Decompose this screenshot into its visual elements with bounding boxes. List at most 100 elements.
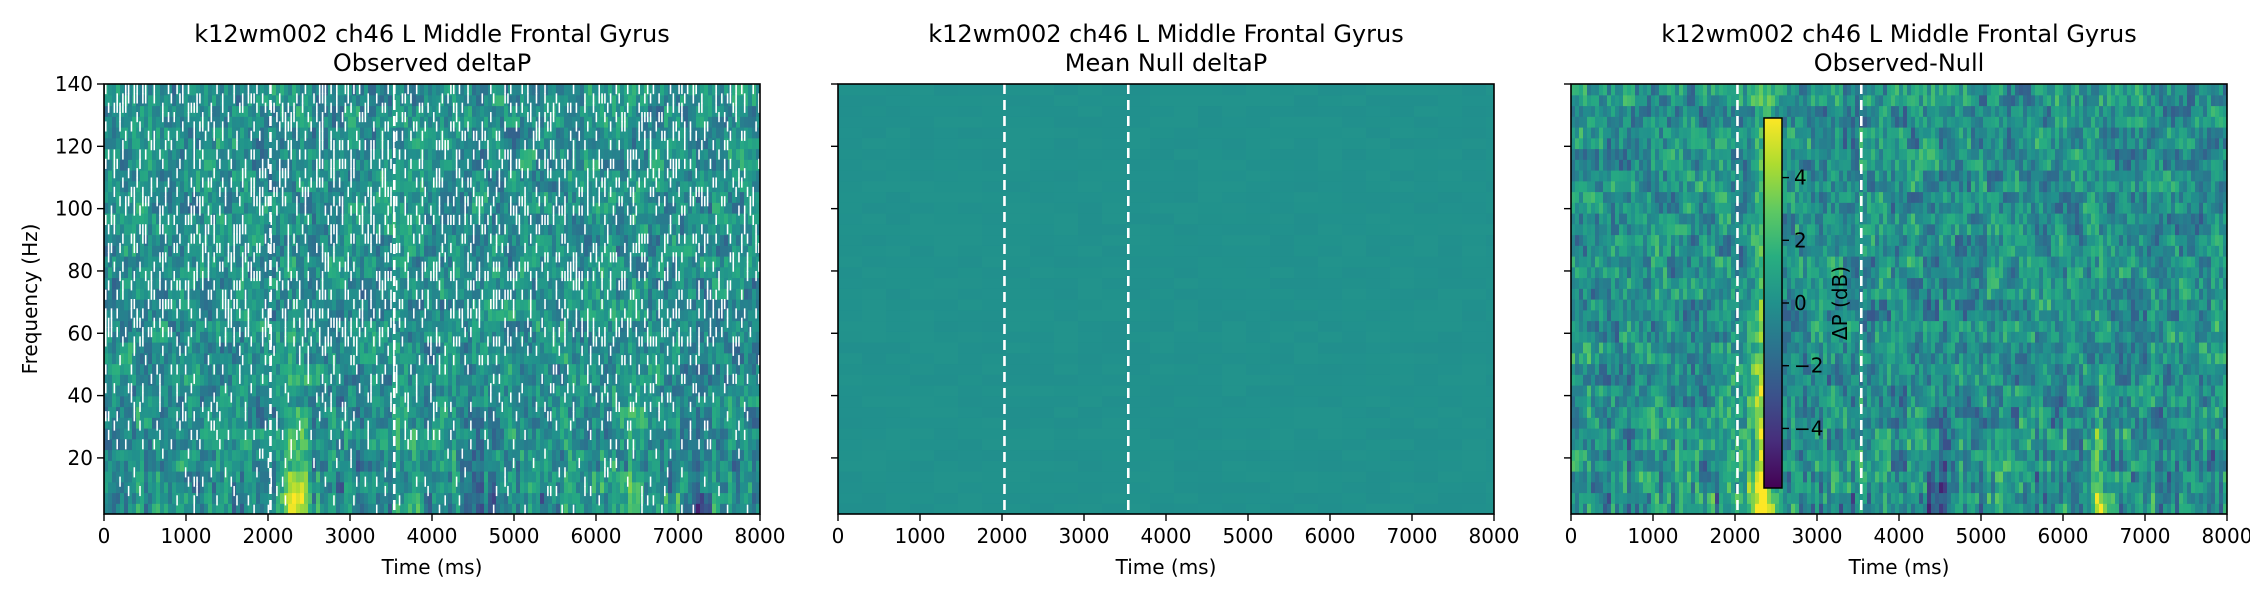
heatmap-cell <box>356 245 361 257</box>
heatmap-cell <box>240 460 245 472</box>
heatmap-cell <box>420 277 425 289</box>
heatmap-cell <box>444 234 449 246</box>
heatmap-cell <box>452 406 457 418</box>
heatmap-cell <box>528 180 533 193</box>
heatmap-cell <box>536 213 541 225</box>
heatmap-cell <box>320 460 325 472</box>
heatmap-cell <box>496 438 501 451</box>
heatmap-cell <box>316 471 321 483</box>
heatmap-cell <box>572 127 577 139</box>
heatmap-cell <box>304 428 309 440</box>
heatmap-cell <box>576 481 581 494</box>
heatmap-cell <box>312 395 317 408</box>
heatmap-cell <box>200 374 205 386</box>
heatmap-cell <box>408 503 413 514</box>
heatmap-cell <box>344 266 349 279</box>
heatmap-cell <box>480 449 485 461</box>
heatmap-cell <box>592 191 597 203</box>
heatmap-cell <box>404 277 409 289</box>
heatmap-cell <box>584 406 589 418</box>
heatmap-cell <box>476 159 481 171</box>
heatmap-cell <box>576 170 581 182</box>
heatmap-cell <box>568 395 573 408</box>
heatmap-cell <box>440 299 445 311</box>
heatmap-cell <box>208 481 213 494</box>
heatmap-cell <box>268 363 273 375</box>
heatmap-cell <box>528 223 533 236</box>
heatmap-cell <box>380 234 385 246</box>
heatmap-cell <box>352 116 357 128</box>
heatmap-cell <box>532 363 537 375</box>
heatmap-cell <box>552 352 557 365</box>
heatmap-cell <box>404 342 409 354</box>
heatmap-cell <box>180 374 185 386</box>
heatmap-cell <box>288 342 293 354</box>
heatmap-cell <box>260 223 265 236</box>
heatmap-cell <box>580 481 585 494</box>
heatmap-cell <box>512 352 517 365</box>
heatmap-cell <box>364 299 369 311</box>
heatmap-cell <box>396 234 401 246</box>
heatmap-cell <box>468 266 473 279</box>
heatmap-cell <box>408 331 413 343</box>
heatmap-cell <box>300 245 305 257</box>
heatmap-cell <box>408 288 413 300</box>
heatmap-cell <box>536 288 541 300</box>
heatmap-cell <box>372 277 377 289</box>
heatmap-cell <box>148 213 153 225</box>
heatmap-cell <box>480 148 485 160</box>
heatmap-cell <box>292 503 297 514</box>
heatmap-cell <box>332 309 337 322</box>
heatmap-cell <box>516 159 521 171</box>
heatmap-cell <box>188 363 193 375</box>
heatmap-cell <box>152 202 157 214</box>
heatmap-cell <box>528 277 533 289</box>
heatmap-cell <box>428 320 433 332</box>
heatmap-cell <box>444 277 449 289</box>
heatmap-cell <box>176 266 181 279</box>
heatmap-cell <box>244 363 249 375</box>
heatmap-cell <box>488 309 493 322</box>
heatmap-cell <box>268 428 273 440</box>
heatmap-cell <box>344 492 349 504</box>
heatmap-cell <box>484 503 489 514</box>
heatmap-cell <box>524 363 529 375</box>
heatmap-cell <box>264 428 269 440</box>
heatmap-cell <box>340 492 345 504</box>
heatmap-cell <box>464 363 469 375</box>
heatmap-cell <box>524 116 529 128</box>
heatmap-cell <box>524 191 529 203</box>
heatmap-cell <box>496 202 501 214</box>
heatmap-cell <box>472 191 477 203</box>
heatmap-cell <box>544 159 549 171</box>
heatmap-cell <box>432 438 437 451</box>
heatmap-cell <box>548 266 553 279</box>
heatmap-cell <box>444 438 449 451</box>
heatmap-cell <box>112 406 117 418</box>
heatmap-cell <box>556 492 561 504</box>
heatmap-cell <box>312 137 317 150</box>
heatmap-cell <box>160 288 165 300</box>
heatmap-cell <box>188 503 193 514</box>
heatmap-cell <box>592 213 597 225</box>
heatmap-cell <box>252 105 257 117</box>
heatmap-cell <box>440 234 445 246</box>
heatmap-cell <box>356 309 361 322</box>
heatmap-cell <box>548 277 553 289</box>
heatmap-cell <box>328 256 333 268</box>
heatmap-cell <box>340 234 345 246</box>
heatmap-cell <box>520 116 525 128</box>
heatmap-cell <box>304 148 309 160</box>
heatmap-cell <box>336 385 341 397</box>
heatmap-cell <box>120 213 125 225</box>
heatmap-cell <box>460 148 465 160</box>
heatmap-cell <box>348 116 353 128</box>
heatmap-cell <box>424 438 429 451</box>
heatmap-cell <box>188 395 193 408</box>
heatmap-cell <box>264 223 269 236</box>
heatmap-cell <box>368 127 373 139</box>
heatmap-cell <box>116 105 121 117</box>
heatmap-cell <box>404 320 409 332</box>
heatmap-cell <box>364 320 369 332</box>
